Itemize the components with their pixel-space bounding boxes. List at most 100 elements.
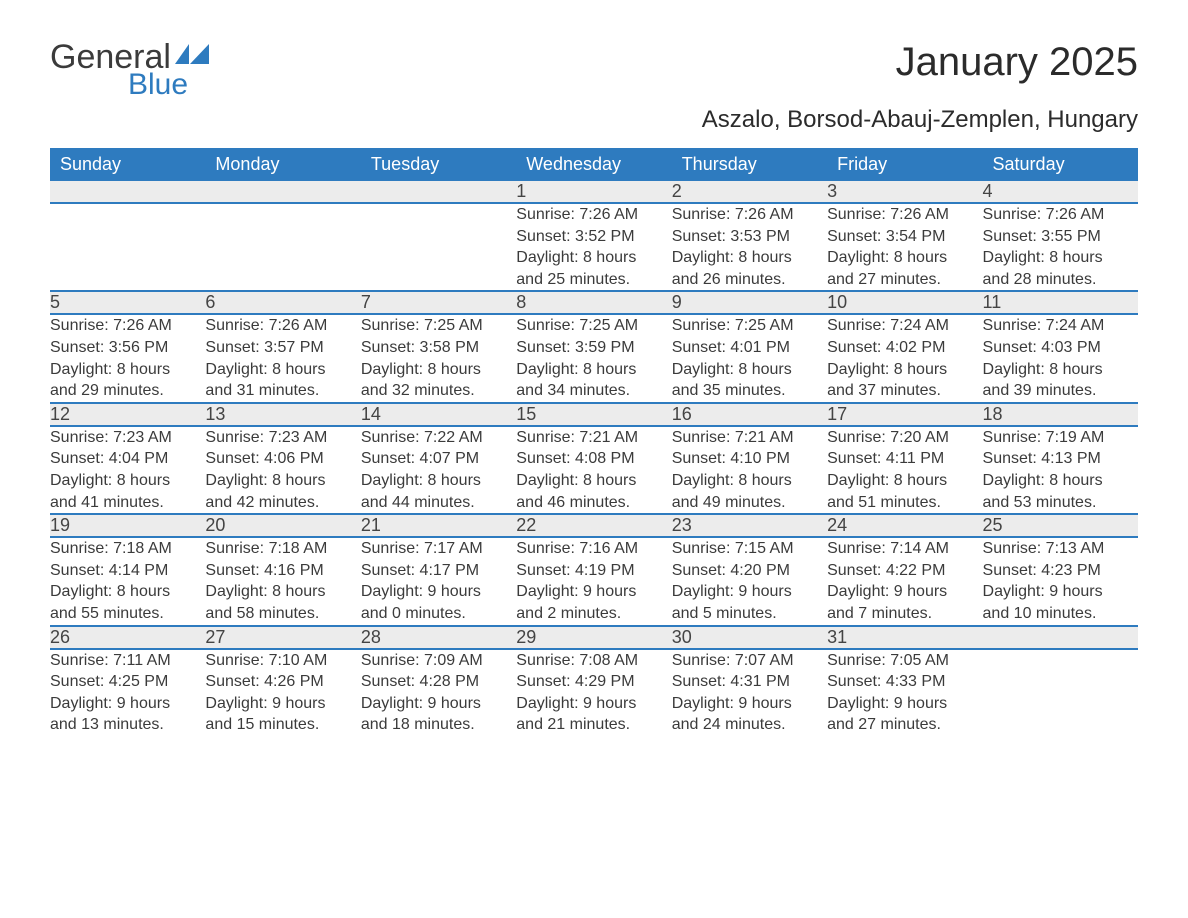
daylight2-text: and 0 minutes. bbox=[361, 603, 516, 625]
day-info: Sunrise: 7:18 AMSunset: 4:14 PMDaylight:… bbox=[50, 537, 205, 625]
day-number: 22 bbox=[516, 514, 671, 537]
day-number: 7 bbox=[361, 291, 516, 314]
daylight1-text: Daylight: 8 hours bbox=[516, 247, 671, 269]
day-info: Sunrise: 7:26 AMSunset: 3:57 PMDaylight:… bbox=[205, 314, 360, 402]
empty-cell bbox=[983, 626, 1138, 649]
day-number: 21 bbox=[361, 514, 516, 537]
day-info: Sunrise: 7:09 AMSunset: 4:28 PMDaylight:… bbox=[361, 649, 516, 736]
sunset-text: Sunset: 4:19 PM bbox=[516, 560, 671, 582]
weekday-header: Monday bbox=[205, 148, 360, 181]
daynum-row: 12131415161718 bbox=[50, 403, 1138, 426]
sunrise-text: Sunrise: 7:21 AM bbox=[672, 427, 827, 449]
daylight2-text: and 32 minutes. bbox=[361, 380, 516, 402]
day-info: Sunrise: 7:25 AMSunset: 4:01 PMDaylight:… bbox=[672, 314, 827, 402]
sunset-text: Sunset: 4:14 PM bbox=[50, 560, 205, 582]
daylight1-text: Daylight: 8 hours bbox=[672, 470, 827, 492]
sunset-text: Sunset: 4:26 PM bbox=[205, 671, 360, 693]
daynum-row: 567891011 bbox=[50, 291, 1138, 314]
day-number: 1 bbox=[516, 181, 671, 203]
sunset-text: Sunset: 4:23 PM bbox=[983, 560, 1138, 582]
weekday-header: Wednesday bbox=[516, 148, 671, 181]
day-info: Sunrise: 7:16 AMSunset: 4:19 PMDaylight:… bbox=[516, 537, 671, 625]
empty-cell bbox=[205, 181, 360, 203]
daylight1-text: Daylight: 8 hours bbox=[983, 247, 1138, 269]
day-number: 29 bbox=[516, 626, 671, 649]
day-info: Sunrise: 7:05 AMSunset: 4:33 PMDaylight:… bbox=[827, 649, 982, 736]
day-number: 5 bbox=[50, 291, 205, 314]
daylight2-text: and 13 minutes. bbox=[50, 714, 205, 736]
day-info: Sunrise: 7:26 AMSunset: 3:55 PMDaylight:… bbox=[983, 203, 1138, 291]
logo-word-blue: Blue bbox=[128, 70, 209, 100]
sunrise-text: Sunrise: 7:10 AM bbox=[205, 650, 360, 672]
sunset-text: Sunset: 4:03 PM bbox=[983, 337, 1138, 359]
daylight1-text: Daylight: 8 hours bbox=[50, 581, 205, 603]
daylight1-text: Daylight: 8 hours bbox=[205, 359, 360, 381]
sunrise-text: Sunrise: 7:24 AM bbox=[827, 315, 982, 337]
daylight2-text: and 53 minutes. bbox=[983, 492, 1138, 514]
day-info: Sunrise: 7:22 AMSunset: 4:07 PMDaylight:… bbox=[361, 426, 516, 514]
daylight2-text: and 44 minutes. bbox=[361, 492, 516, 514]
sunrise-text: Sunrise: 7:18 AM bbox=[50, 538, 205, 560]
sunrise-text: Sunrise: 7:07 AM bbox=[672, 650, 827, 672]
day-number: 16 bbox=[672, 403, 827, 426]
sunset-text: Sunset: 3:54 PM bbox=[827, 226, 982, 248]
daynum-row: 19202122232425 bbox=[50, 514, 1138, 537]
daylight2-text: and 49 minutes. bbox=[672, 492, 827, 514]
daylight2-text: and 29 minutes. bbox=[50, 380, 205, 402]
sunrise-text: Sunrise: 7:08 AM bbox=[516, 650, 671, 672]
day-number: 14 bbox=[361, 403, 516, 426]
day-number: 30 bbox=[672, 626, 827, 649]
sunset-text: Sunset: 4:17 PM bbox=[361, 560, 516, 582]
day-number: 2 bbox=[672, 181, 827, 203]
empty-cell bbox=[50, 181, 205, 203]
day-number: 25 bbox=[983, 514, 1138, 537]
sunset-text: Sunset: 4:02 PM bbox=[827, 337, 982, 359]
daylight2-text: and 15 minutes. bbox=[205, 714, 360, 736]
day-info: Sunrise: 7:17 AMSunset: 4:17 PMDaylight:… bbox=[361, 537, 516, 625]
day-info: Sunrise: 7:14 AMSunset: 4:22 PMDaylight:… bbox=[827, 537, 982, 625]
day-number: 19 bbox=[50, 514, 205, 537]
sunrise-text: Sunrise: 7:16 AM bbox=[516, 538, 671, 560]
day-info: Sunrise: 7:26 AMSunset: 3:53 PMDaylight:… bbox=[672, 203, 827, 291]
daylight1-text: Daylight: 9 hours bbox=[827, 581, 982, 603]
day-info: Sunrise: 7:15 AMSunset: 4:20 PMDaylight:… bbox=[672, 537, 827, 625]
daylight2-text: and 25 minutes. bbox=[516, 269, 671, 291]
daylight2-text: and 46 minutes. bbox=[516, 492, 671, 514]
weekday-header-row: Sunday Monday Tuesday Wednesday Thursday… bbox=[50, 148, 1138, 181]
sunrise-text: Sunrise: 7:19 AM bbox=[983, 427, 1138, 449]
day-number: 3 bbox=[827, 181, 982, 203]
sunset-text: Sunset: 4:11 PM bbox=[827, 448, 982, 470]
daylight2-text: and 2 minutes. bbox=[516, 603, 671, 625]
sunrise-text: Sunrise: 7:26 AM bbox=[516, 204, 671, 226]
daylight2-text: and 35 minutes. bbox=[672, 380, 827, 402]
sunset-text: Sunset: 4:16 PM bbox=[205, 560, 360, 582]
daylight1-text: Daylight: 8 hours bbox=[361, 470, 516, 492]
daylight1-text: Daylight: 8 hours bbox=[827, 247, 982, 269]
day-info: Sunrise: 7:10 AMSunset: 4:26 PMDaylight:… bbox=[205, 649, 360, 736]
sunrise-text: Sunrise: 7:14 AM bbox=[827, 538, 982, 560]
day-number: 24 bbox=[827, 514, 982, 537]
sunrise-text: Sunrise: 7:21 AM bbox=[516, 427, 671, 449]
empty-cell bbox=[361, 203, 516, 291]
daylight2-text: and 24 minutes. bbox=[672, 714, 827, 736]
sunrise-text: Sunrise: 7:26 AM bbox=[672, 204, 827, 226]
location-line: Aszalo, Borsod-Abauj-Zemplen, Hungary bbox=[50, 106, 1138, 134]
info-row: Sunrise: 7:23 AMSunset: 4:04 PMDaylight:… bbox=[50, 426, 1138, 514]
daylight1-text: Daylight: 9 hours bbox=[361, 581, 516, 603]
info-row: Sunrise: 7:26 AMSunset: 3:56 PMDaylight:… bbox=[50, 314, 1138, 402]
daylight1-text: Daylight: 8 hours bbox=[516, 470, 671, 492]
day-number: 8 bbox=[516, 291, 671, 314]
daylight1-text: Daylight: 8 hours bbox=[50, 470, 205, 492]
weekday-header: Tuesday bbox=[361, 148, 516, 181]
daylight2-text: and 34 minutes. bbox=[516, 380, 671, 402]
daylight2-text: and 28 minutes. bbox=[983, 269, 1138, 291]
daylight1-text: Daylight: 8 hours bbox=[361, 359, 516, 381]
day-number: 6 bbox=[205, 291, 360, 314]
page-title: January 2025 bbox=[896, 40, 1138, 85]
day-info: Sunrise: 7:24 AMSunset: 4:02 PMDaylight:… bbox=[827, 314, 982, 402]
day-number: 28 bbox=[361, 626, 516, 649]
sunset-text: Sunset: 3:56 PM bbox=[50, 337, 205, 359]
daylight1-text: Daylight: 8 hours bbox=[827, 470, 982, 492]
daylight1-text: Daylight: 9 hours bbox=[827, 693, 982, 715]
day-info: Sunrise: 7:19 AMSunset: 4:13 PMDaylight:… bbox=[983, 426, 1138, 514]
